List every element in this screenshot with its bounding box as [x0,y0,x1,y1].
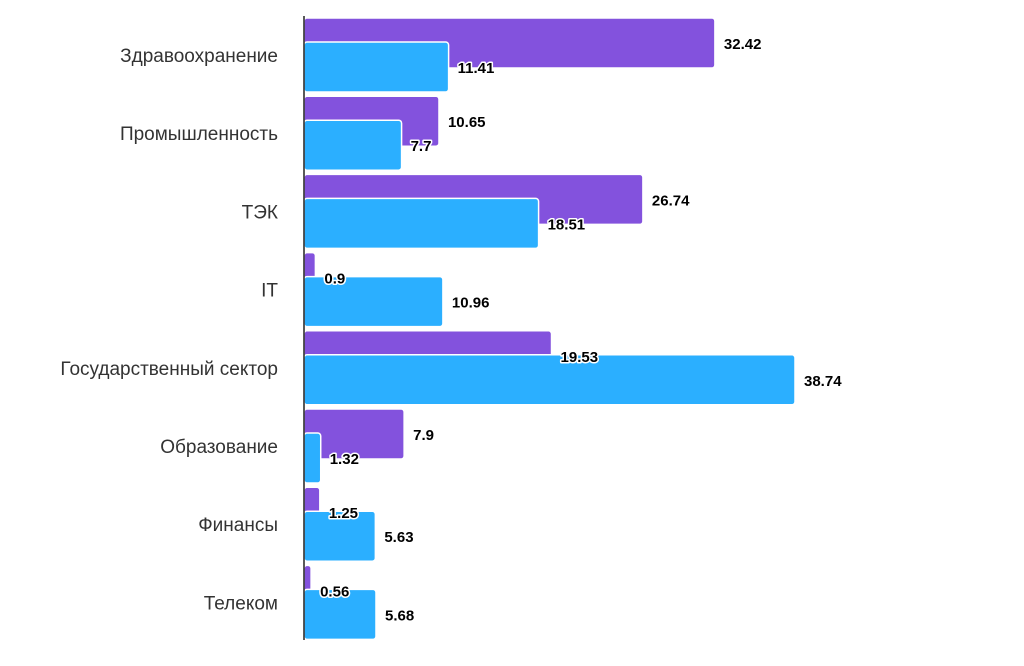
value-label-series-1: 0.56 [320,583,349,600]
bar-series-2 [303,432,322,484]
value-label-series-2: 11.41 [458,60,495,77]
value-label-series-2: 38.74 [804,373,842,390]
category-labels: Здравоохранение Промышленность ТЭК IT Госуда… [60,46,278,614]
value-labels: 32.42 11.41 10.65 7.7 26.74 18.51 0.9 10.96 19.5… [319,35,844,626]
value-label-series-1: 0.9 [324,271,345,288]
category-label: Телеком [204,593,278,614]
value-label-series-2: 18.51 [548,216,586,233]
bar-series-2 [303,119,403,171]
category-label: Промышленность [120,124,278,145]
bar-series-2 [303,354,796,406]
value-label-series-1: 1.25 [329,505,358,522]
value-label-series-1: 32.42 [724,36,762,53]
value-label-series-1: 19.53 [561,349,599,366]
category-label: Образование [160,437,278,458]
value-label-series-2: 5.68 [385,607,414,624]
value-label-series-1: 7.9 [413,427,434,444]
value-label-series-2: 7.7 [411,138,432,155]
category-label: IT [261,281,278,302]
bar-series-2 [303,197,540,250]
value-label-series-1: 10.65 [448,114,486,131]
value-label-series-1: 26.74 [652,192,690,209]
bars [303,17,796,641]
category-label: Финансы [198,515,278,536]
category-label: ТЭК [242,202,278,223]
value-label-series-2: 5.63 [384,529,413,546]
category-label: Здравоохранение [120,46,278,67]
value-label-series-2: 1.32 [330,451,359,468]
value-label-series-2: 10.96 [452,295,490,312]
bar-series-2 [303,41,450,93]
category-label: Государственный сектор [60,359,278,380]
